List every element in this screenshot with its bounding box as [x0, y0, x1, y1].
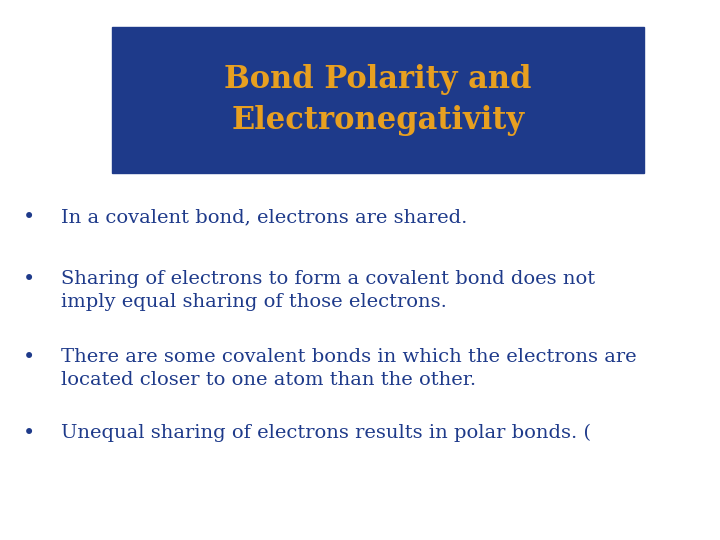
- Text: Unequal sharing of electrons results in polar bonds. (: Unequal sharing of electrons results in …: [61, 424, 591, 442]
- Text: There are some covalent bonds in which the electrons are
located closer to one a: There are some covalent bonds in which t…: [61, 348, 636, 389]
- Text: •: •: [22, 208, 35, 227]
- Text: In a covalent bond, electrons are shared.: In a covalent bond, electrons are shared…: [61, 208, 467, 226]
- Text: •: •: [22, 348, 35, 367]
- Text: Electronegativity: Electronegativity: [231, 105, 525, 136]
- Text: Sharing of electrons to form a covalent bond does not
imply equal sharing of tho: Sharing of electrons to form a covalent …: [61, 270, 595, 311]
- Text: •: •: [22, 424, 35, 443]
- FancyBboxPatch shape: [112, 27, 644, 173]
- Text: •: •: [22, 270, 35, 289]
- Text: Bond Polarity and: Bond Polarity and: [224, 64, 532, 95]
